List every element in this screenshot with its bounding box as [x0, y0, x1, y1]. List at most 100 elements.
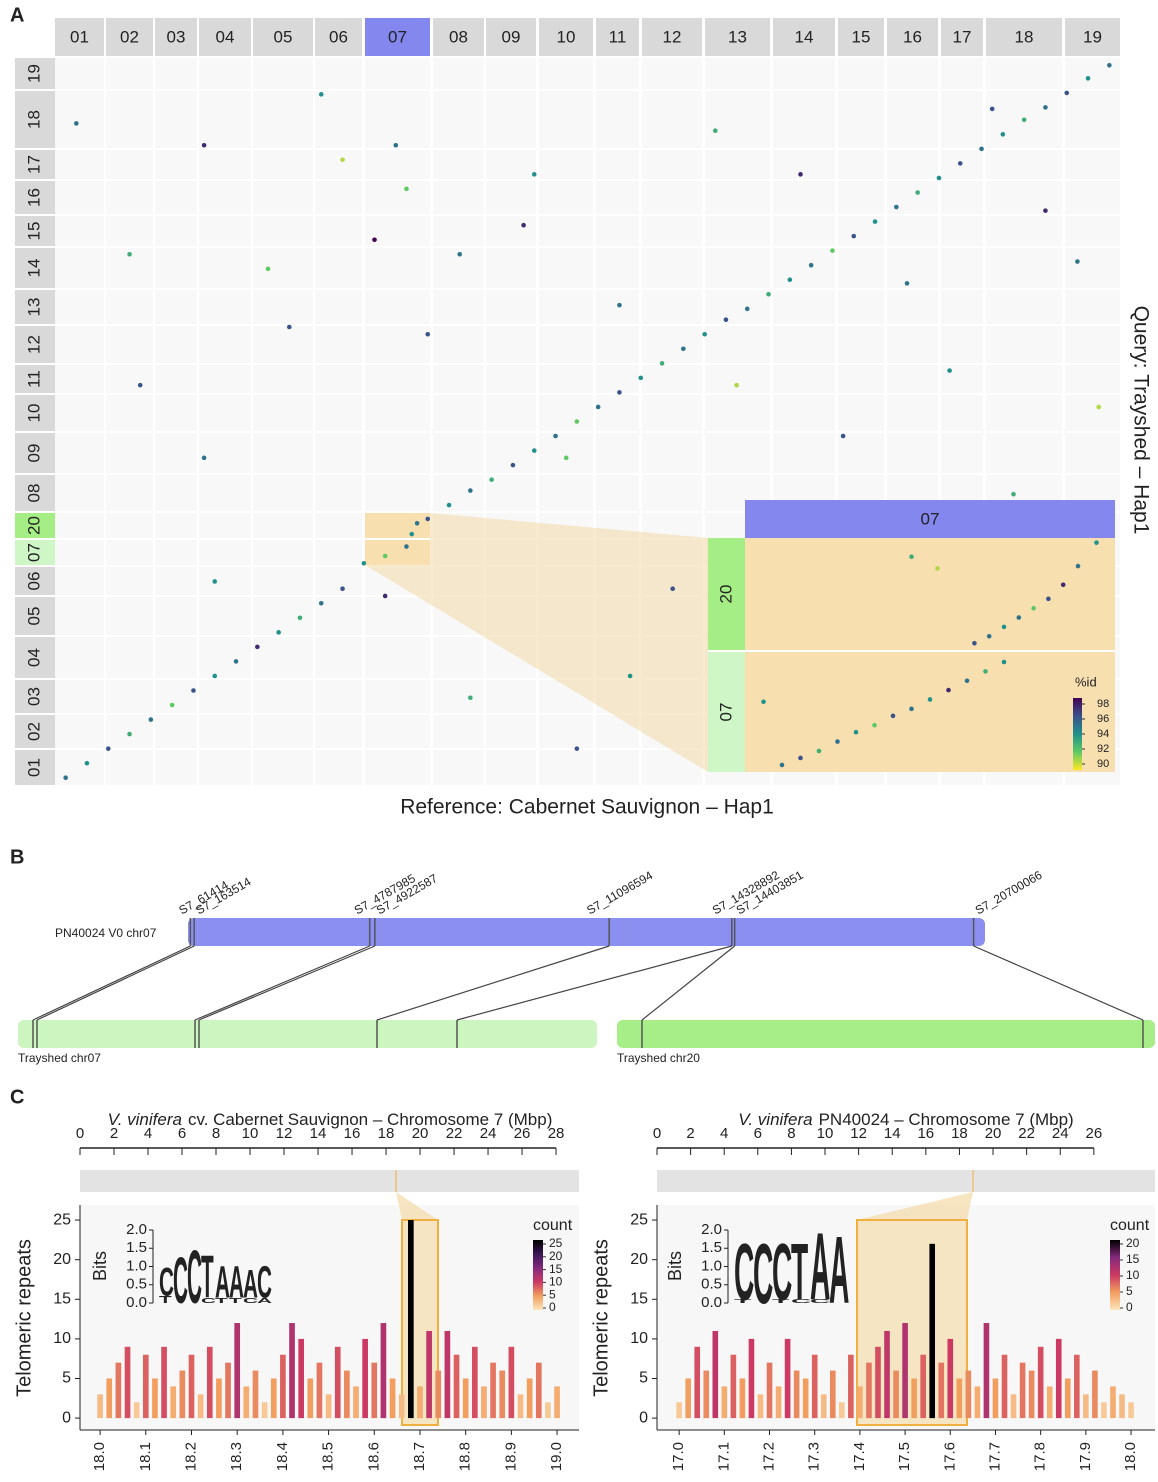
- bar: [216, 1378, 222, 1419]
- alignment-point: [531, 448, 537, 453]
- alignment-point: [169, 702, 175, 708]
- cell: [596, 326, 639, 363]
- bar: [793, 1370, 800, 1419]
- cell: [539, 216, 593, 246]
- alignment-point: [361, 560, 367, 566]
- top-tick-label: 26: [514, 1125, 531, 1142]
- inset-point: [1001, 624, 1007, 630]
- logo-letter: C: [791, 1299, 812, 1304]
- bar: [152, 1378, 158, 1419]
- cell: [705, 248, 770, 288]
- cell: [705, 150, 770, 179]
- logo-tick-label: 1.5: [126, 1239, 147, 1256]
- logo-letter: C: [173, 1245, 188, 1318]
- logo-letter: A: [257, 1297, 272, 1305]
- top-tick-label: 20: [985, 1125, 1002, 1142]
- column-label: 19: [1083, 27, 1102, 46]
- y-tick-label: 0: [639, 1409, 648, 1426]
- bar: [316, 1362, 323, 1419]
- bar: [471, 1346, 478, 1419]
- bar: [234, 1323, 241, 1419]
- inset-point: [853, 729, 859, 735]
- cell: [642, 365, 702, 393]
- legend-colorbar: [533, 1240, 543, 1310]
- cell: [486, 326, 536, 363]
- top-tick-label: 14: [884, 1125, 901, 1142]
- y-tick-label: 20: [630, 1251, 648, 1268]
- x-tick-label: 18.6: [365, 1442, 382, 1471]
- cell: [705, 365, 770, 393]
- alignment-point: [212, 673, 218, 679]
- cell: [887, 326, 938, 363]
- legend-label: 10: [549, 1275, 563, 1289]
- cell: [106, 58, 153, 89]
- y-tick-label: 0: [62, 1409, 71, 1426]
- inset-point: [761, 699, 766, 705]
- bar: [965, 1370, 972, 1419]
- bar: [893, 1370, 899, 1419]
- bar: [1010, 1394, 1017, 1419]
- cell: [1065, 395, 1120, 431]
- logo-letter: C: [772, 1226, 792, 1317]
- bar: [811, 1354, 818, 1419]
- bar: [188, 1354, 195, 1419]
- cell: [642, 248, 702, 288]
- bar: [298, 1338, 305, 1419]
- cell: [705, 58, 770, 89]
- cell: [539, 150, 593, 179]
- row-header: [15, 513, 55, 538]
- cell: [365, 637, 430, 678]
- alignment-point: [787, 277, 793, 283]
- cell: [106, 750, 153, 785]
- cell: [365, 290, 430, 324]
- breakpoint-label: S7_20700066: [973, 868, 1045, 918]
- y-tick-label: 15: [53, 1290, 71, 1307]
- cell: [1065, 326, 1120, 363]
- cell: [155, 91, 197, 148]
- title-text: cv. Cabernet Sauvignon – Chromosome 7 (M…: [188, 1110, 552, 1129]
- column-label: 06: [329, 27, 348, 46]
- column-header: [596, 18, 639, 56]
- cell: [433, 150, 484, 179]
- cell: [486, 433, 536, 473]
- cell: [773, 248, 835, 288]
- cell: [55, 326, 104, 363]
- bar: [712, 1330, 719, 1419]
- legend-colorbar: [1073, 698, 1082, 770]
- inset-point: [1031, 605, 1036, 611]
- cell: [887, 150, 938, 179]
- bar: [739, 1378, 746, 1419]
- x-tick-label: 17.4: [851, 1442, 868, 1471]
- alignment-point: [521, 222, 526, 228]
- column-header: [705, 18, 770, 56]
- cell: [433, 216, 484, 246]
- cell: [1065, 433, 1120, 473]
- cell: [106, 597, 153, 635]
- logo-letter: C: [753, 1226, 773, 1321]
- alignment-point: [681, 346, 686, 352]
- cell: [486, 58, 536, 89]
- column-label: 18: [1015, 27, 1034, 46]
- column-label: 13: [728, 27, 747, 46]
- column-label: 15: [852, 27, 871, 46]
- cell: [986, 326, 1062, 363]
- cell: [486, 150, 536, 179]
- alignment-point: [127, 731, 132, 737]
- cell: [315, 326, 362, 363]
- track-label: Trayshed chr20: [617, 1051, 700, 1065]
- bar: [526, 1378, 533, 1419]
- cell: [539, 58, 593, 89]
- logo-letter: T: [159, 1294, 172, 1305]
- cell: [642, 395, 702, 431]
- top-tick-label: 0: [653, 1125, 661, 1142]
- top-tick-label: 4: [720, 1125, 728, 1142]
- bar: [902, 1323, 908, 1419]
- cell: [55, 395, 104, 431]
- chromosome-bar: [657, 1170, 1155, 1192]
- top-tick-label: 10: [242, 1125, 259, 1142]
- column-label: 07: [388, 27, 407, 46]
- cell: [199, 91, 251, 148]
- cell: [642, 58, 702, 89]
- row-label: 11: [24, 370, 43, 388]
- cell: [253, 326, 313, 363]
